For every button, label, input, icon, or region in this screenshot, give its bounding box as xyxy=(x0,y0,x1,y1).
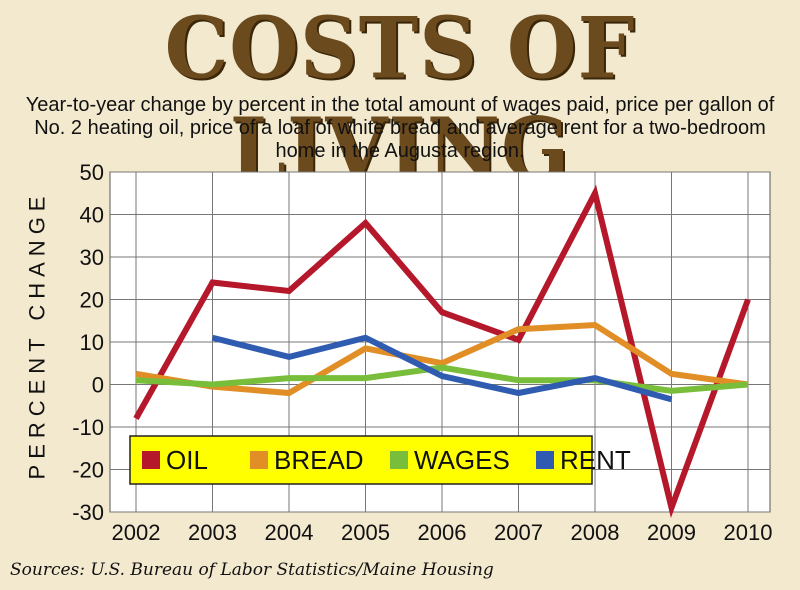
series-line-rent xyxy=(211,334,673,403)
y-tick-label: -20 xyxy=(72,458,104,483)
y-tick-label: 50 xyxy=(80,160,104,185)
legend-swatch-wages xyxy=(390,451,408,469)
y-tick-label: -30 xyxy=(72,500,104,525)
series-line-bread xyxy=(135,321,749,397)
y-tick-label: -10 xyxy=(72,415,104,440)
x-tick-label: 2004 xyxy=(265,520,314,545)
source-note: Sources: U.S. Bureau of Labor Statistics… xyxy=(10,560,494,580)
y-tick-label: 40 xyxy=(80,203,104,228)
x-tick-label: 2006 xyxy=(418,520,467,545)
legend-swatch-bread xyxy=(250,451,268,469)
legend-label-oil: OIL xyxy=(166,445,208,475)
x-tick-label: 2002 xyxy=(112,520,161,545)
x-tick-label: 2008 xyxy=(571,520,620,545)
series-line-wages xyxy=(135,364,749,394)
y-tick-label: 30 xyxy=(80,245,104,270)
legend-label-wages: WAGES xyxy=(414,445,510,475)
x-tick-label: 2003 xyxy=(188,520,237,545)
x-tick-label: 2010 xyxy=(724,520,773,545)
legend-swatch-oil xyxy=(142,451,160,469)
series-line-oil xyxy=(133,184,751,519)
y-tick-label: 0 xyxy=(92,373,104,398)
chart-title: COSTS OF LIVING xyxy=(164,0,636,199)
legend-box xyxy=(129,435,593,485)
x-tick-label: 2005 xyxy=(341,520,390,545)
legend-swatch-rent xyxy=(536,451,554,469)
x-tick-label: 2009 xyxy=(647,520,696,545)
y-tick-label: 20 xyxy=(80,288,104,313)
legend-label-bread: BREAD xyxy=(274,445,364,475)
chart-subtitle: Year-to-year change by percent in the to… xyxy=(25,94,775,162)
legend-label-rent: RENT xyxy=(560,445,631,475)
x-tick-label: 2007 xyxy=(494,520,543,545)
y-tick-label: 10 xyxy=(80,330,104,355)
